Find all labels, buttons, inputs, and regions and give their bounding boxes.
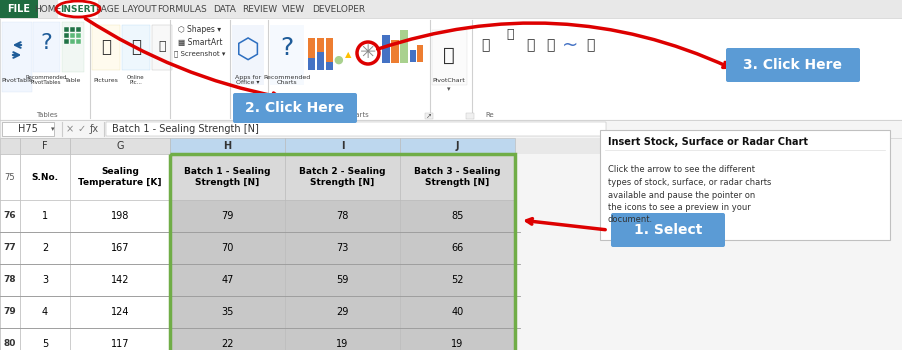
Text: 22: 22 xyxy=(221,339,234,349)
Text: 2. Click Here: 2. Click Here xyxy=(245,101,345,115)
FancyBboxPatch shape xyxy=(0,328,20,350)
Text: Recommended
Charts: Recommended Charts xyxy=(263,75,310,85)
FancyBboxPatch shape xyxy=(122,25,150,70)
FancyBboxPatch shape xyxy=(170,138,285,154)
FancyBboxPatch shape xyxy=(76,27,81,32)
Text: Insert Stock, Surface or Radar Chart: Insert Stock, Surface or Radar Chart xyxy=(607,137,807,147)
FancyBboxPatch shape xyxy=(0,264,20,296)
Text: PivotTable: PivotTable xyxy=(1,77,32,83)
FancyBboxPatch shape xyxy=(0,296,20,328)
Text: Pictures: Pictures xyxy=(94,77,118,83)
FancyBboxPatch shape xyxy=(326,38,333,62)
Text: 79: 79 xyxy=(4,308,16,316)
Text: 77: 77 xyxy=(4,244,16,252)
Text: Table: Table xyxy=(65,77,81,83)
FancyBboxPatch shape xyxy=(20,154,70,200)
Text: 29: 29 xyxy=(336,307,348,317)
FancyBboxPatch shape xyxy=(0,18,902,120)
FancyBboxPatch shape xyxy=(285,138,400,154)
FancyBboxPatch shape xyxy=(70,33,75,38)
FancyBboxPatch shape xyxy=(70,200,170,232)
Text: 70: 70 xyxy=(221,243,234,253)
Text: 🌐: 🌐 xyxy=(131,38,141,56)
FancyBboxPatch shape xyxy=(106,122,605,136)
Text: 47: 47 xyxy=(221,275,234,285)
FancyBboxPatch shape xyxy=(76,39,81,44)
Text: FILE: FILE xyxy=(7,4,31,14)
Text: 35: 35 xyxy=(221,307,234,317)
FancyBboxPatch shape xyxy=(308,0,370,18)
Text: M: M xyxy=(685,141,694,151)
FancyBboxPatch shape xyxy=(0,232,20,264)
FancyBboxPatch shape xyxy=(70,138,170,154)
Text: Recommended
PivotTables: Recommended PivotTables xyxy=(25,75,67,85)
Text: ▾: ▾ xyxy=(51,126,55,132)
FancyBboxPatch shape xyxy=(0,200,20,232)
Text: 📊: 📊 xyxy=(545,38,554,52)
Text: 59: 59 xyxy=(336,275,348,285)
Text: ✓: ✓ xyxy=(78,124,86,134)
Text: M: M xyxy=(685,141,694,151)
Text: ?: ? xyxy=(280,36,293,60)
FancyBboxPatch shape xyxy=(0,154,20,200)
FancyBboxPatch shape xyxy=(400,154,514,200)
Text: 📷: 📷 xyxy=(158,41,166,54)
FancyBboxPatch shape xyxy=(400,138,514,154)
Text: ×: × xyxy=(66,124,74,134)
Text: DATA: DATA xyxy=(214,5,236,14)
Text: 5: 5 xyxy=(41,339,48,349)
FancyBboxPatch shape xyxy=(38,0,58,18)
Text: ▾: ▾ xyxy=(446,86,450,92)
FancyBboxPatch shape xyxy=(285,296,400,328)
Text: 79: 79 xyxy=(221,211,234,221)
Text: FORMULAS: FORMULAS xyxy=(158,5,207,14)
Text: DEVELOPER: DEVELOPER xyxy=(312,5,365,14)
FancyBboxPatch shape xyxy=(2,22,32,92)
FancyBboxPatch shape xyxy=(33,22,60,72)
Text: 1: 1 xyxy=(41,211,48,221)
FancyBboxPatch shape xyxy=(0,0,38,18)
Text: Batch 1 - Sealing Strength [N]: Batch 1 - Sealing Strength [N] xyxy=(112,124,259,134)
Text: Apps for
Office ▾: Apps for Office ▾ xyxy=(235,75,261,85)
FancyBboxPatch shape xyxy=(400,232,514,264)
Text: 1. Select: 1. Select xyxy=(633,223,702,237)
Text: Tables: Tables xyxy=(36,112,58,118)
Text: 2: 2 xyxy=(41,243,48,253)
FancyBboxPatch shape xyxy=(64,33,69,38)
FancyBboxPatch shape xyxy=(0,296,20,328)
Text: 📋: 📋 xyxy=(506,28,513,42)
Text: 📈: 📈 xyxy=(480,38,489,52)
Text: 📊: 📊 xyxy=(585,38,594,52)
FancyBboxPatch shape xyxy=(64,27,69,32)
Text: PivotChart: PivotChart xyxy=(432,78,465,84)
FancyBboxPatch shape xyxy=(308,38,315,58)
Text: PAGE LAYOUT: PAGE LAYOUT xyxy=(97,5,157,14)
Text: 75: 75 xyxy=(5,173,15,182)
FancyBboxPatch shape xyxy=(210,0,240,18)
FancyBboxPatch shape xyxy=(152,25,171,70)
FancyBboxPatch shape xyxy=(280,0,308,18)
Text: H: H xyxy=(223,141,231,151)
FancyBboxPatch shape xyxy=(400,30,408,63)
Text: 📉: 📉 xyxy=(525,38,534,52)
FancyBboxPatch shape xyxy=(20,264,70,296)
Text: 76: 76 xyxy=(4,211,16,220)
FancyBboxPatch shape xyxy=(0,264,20,296)
FancyBboxPatch shape xyxy=(155,0,210,18)
FancyBboxPatch shape xyxy=(0,138,20,154)
FancyBboxPatch shape xyxy=(659,138,719,154)
FancyBboxPatch shape xyxy=(465,113,474,119)
FancyBboxPatch shape xyxy=(70,39,75,44)
Text: 124: 124 xyxy=(111,307,129,317)
Text: Sealing
Temperature [K]: Sealing Temperature [K] xyxy=(78,167,161,187)
FancyBboxPatch shape xyxy=(2,122,54,136)
Text: ▦ SmartArt: ▦ SmartArt xyxy=(178,37,222,47)
FancyBboxPatch shape xyxy=(400,264,514,296)
FancyBboxPatch shape xyxy=(431,30,466,85)
FancyBboxPatch shape xyxy=(70,27,75,32)
FancyBboxPatch shape xyxy=(70,296,170,328)
Text: 66: 66 xyxy=(451,243,463,253)
Text: Click the arrow to see the different
types of stock, surface, or radar charts
av: Click the arrow to see the different typ… xyxy=(607,166,770,224)
FancyBboxPatch shape xyxy=(317,52,324,70)
